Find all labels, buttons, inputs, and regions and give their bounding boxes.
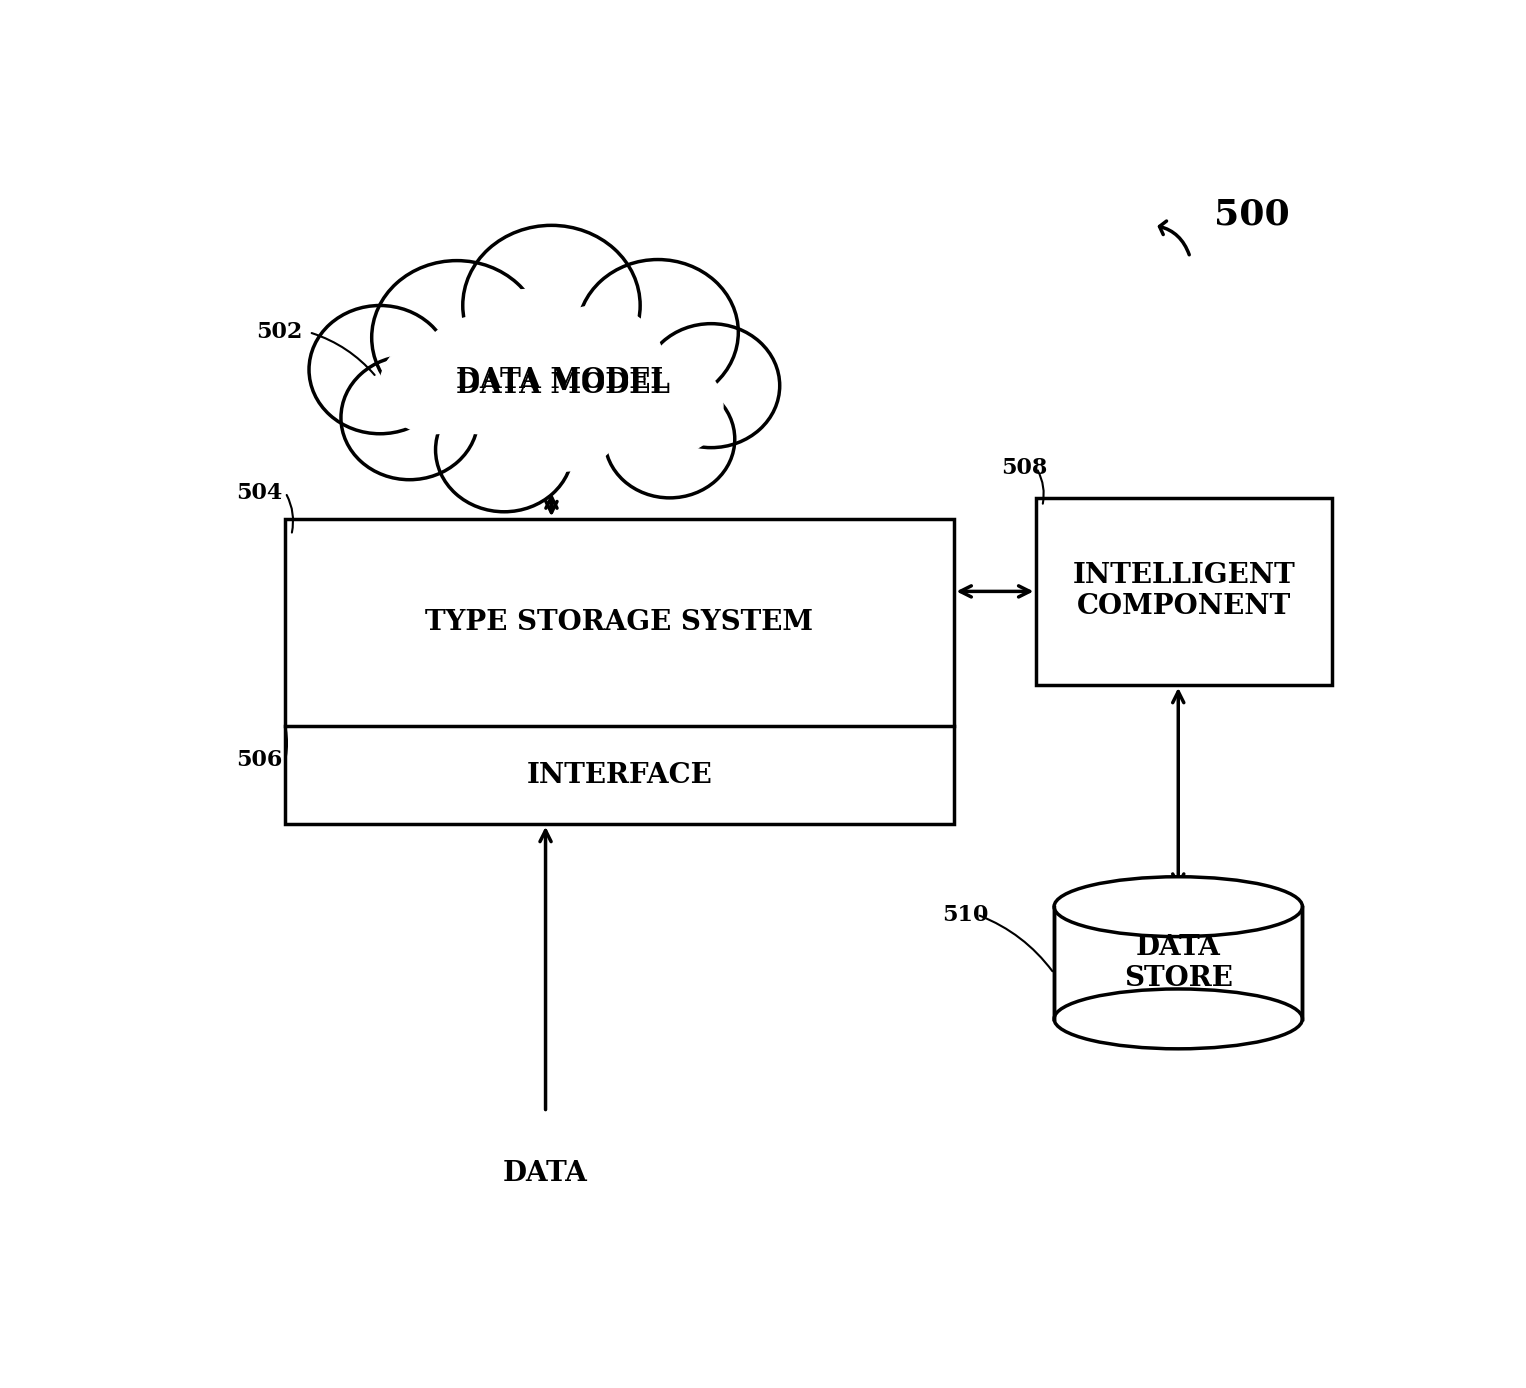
Ellipse shape [1054, 990, 1302, 1049]
Circle shape [372, 261, 542, 415]
Text: INTERFACE: INTERFACE [526, 762, 713, 788]
Text: 500: 500 [1213, 197, 1289, 232]
Text: 504: 504 [235, 482, 282, 504]
Circle shape [310, 305, 452, 433]
Text: DATA MODEL: DATA MODEL [456, 366, 670, 394]
Text: 506: 506 [235, 748, 282, 770]
Text: 502: 502 [256, 321, 302, 343]
Circle shape [468, 290, 588, 397]
Circle shape [415, 316, 546, 433]
Circle shape [340, 355, 478, 480]
Circle shape [534, 305, 664, 423]
Circle shape [435, 387, 572, 512]
Circle shape [604, 380, 736, 498]
Text: INTELLIGENT
COMPONENT: INTELLIGENT COMPONENT [1073, 562, 1296, 620]
Circle shape [617, 359, 723, 455]
Bar [285, 519, 954, 824]
Circle shape [380, 337, 487, 433]
Text: DATA: DATA [504, 1160, 588, 1187]
Text: DATA MODEL: DATA MODEL [456, 372, 670, 400]
Circle shape [504, 364, 623, 471]
Text: 510: 510 [942, 904, 989, 926]
Text: DATA
STORE: DATA STORE [1123, 934, 1233, 992]
Circle shape [642, 323, 780, 448]
Circle shape [462, 225, 641, 386]
Circle shape [577, 260, 739, 405]
Text: TYPE STORAGE SYSTEM: TYPE STORAGE SYSTEM [426, 609, 813, 636]
Text: 508: 508 [1001, 457, 1047, 479]
Bar [1036, 498, 1332, 684]
Ellipse shape [1054, 877, 1302, 937]
Bar [1054, 906, 1302, 1019]
